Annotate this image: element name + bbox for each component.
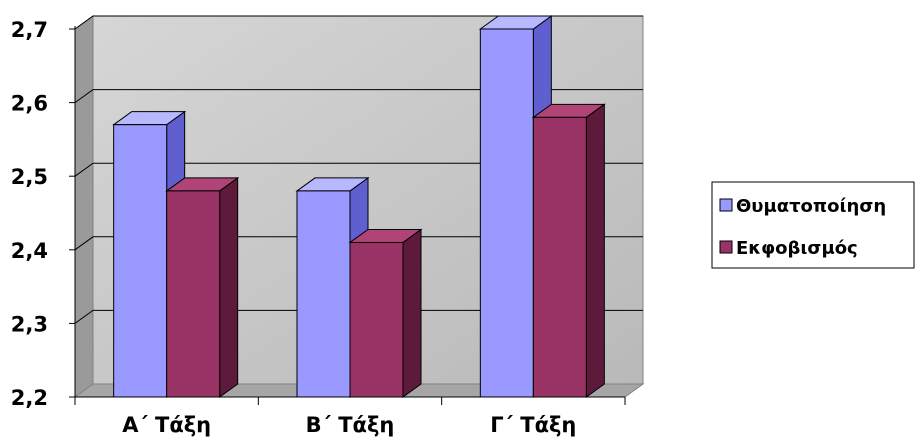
y-tick-label: 2,7 — [11, 18, 48, 42]
y-tick-label: 2,3 — [11, 312, 48, 336]
x-axis-ticks: Α΄ Τάξη Β΄ Τάξη Γ΄ Τάξη — [74, 397, 626, 437]
gridline — [74, 15, 643, 30]
gridlines — [74, 15, 643, 324]
legend-label-victimization: Θυματοποίηση — [736, 196, 886, 217]
legend: Θυματοποίηση Εκφοβισμός — [711, 181, 915, 269]
bar-side — [585, 103, 605, 398]
gridline — [74, 89, 643, 104]
bar-front — [166, 190, 221, 398]
y-tick-label: 2,4 — [11, 239, 48, 263]
y-tick-label: 2,2 — [11, 386, 48, 410]
bars — [112, 15, 606, 398]
legend-label-bullying: Εκφοβισμός — [736, 238, 858, 259]
bar-side — [219, 176, 239, 398]
x-tick-label: Γ΄ Τάξη — [490, 413, 576, 437]
gridline — [74, 236, 643, 251]
x-tick-label: Α΄ Τάξη — [122, 413, 211, 437]
gridline — [74, 309, 643, 324]
bar — [531, 103, 606, 398]
legend-box — [711, 181, 915, 269]
bar-front — [532, 116, 587, 398]
legend-swatch-victimization — [719, 198, 733, 212]
y-axis-ticks: 2,2 2,3 2,4 2,5 2,6 2,7 — [11, 18, 75, 410]
bar-side — [402, 228, 422, 398]
y-tick-label: 2,6 — [11, 92, 48, 116]
side-wall — [74, 15, 94, 398]
gridline — [74, 162, 643, 177]
bar-front — [113, 124, 168, 398]
bar — [165, 176, 240, 398]
bar — [348, 228, 423, 398]
y-tick-label: 2,5 — [11, 165, 48, 189]
bar-front — [296, 190, 351, 398]
bar-front — [349, 241, 404, 398]
legend-swatch-bullying — [719, 240, 733, 254]
bar-front — [479, 28, 534, 398]
x-tick-label: Β΄ Τάξη — [306, 413, 395, 437]
